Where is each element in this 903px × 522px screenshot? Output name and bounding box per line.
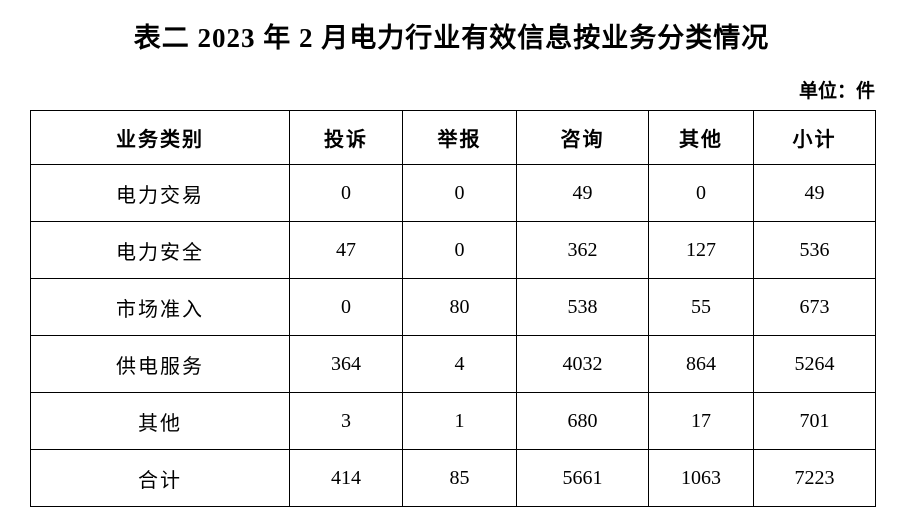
cell-value: 127 [648,221,754,279]
cell-value: 17 [648,392,754,450]
cell-value: 0 [648,164,754,222]
table-row-other: 其他 3 1 680 17 701 [30,392,876,450]
table-row-total: 合计 414 85 5661 1063 7223 [30,449,876,507]
cell-value: 538 [516,278,649,336]
cell-value: 0 [402,164,517,222]
cell-value: 701 [753,392,876,450]
row-category: 市场准入 [30,278,290,336]
cell-value: 0 [289,164,403,222]
table-row-electricity-safety: 电力安全 47 0 362 127 536 [30,221,876,279]
unit-label: 单位：件 [798,81,875,102]
column-header-subtotal: 小计 [753,110,876,165]
cell-value: 55 [648,278,754,336]
cell-value: 673 [753,278,876,336]
cell-value: 7223 [753,449,876,507]
cell-value: 680 [516,392,649,450]
cell-value: 864 [648,335,754,393]
row-category: 其他 [30,392,290,450]
cell-value: 0 [402,221,517,279]
cell-value: 5661 [516,449,649,507]
cell-value: 536 [753,221,876,279]
column-header-reports: 举报 [402,110,517,165]
row-category: 电力交易 [30,164,290,222]
cell-value: 1063 [648,449,754,507]
cell-value: 4032 [516,335,649,393]
cell-value: 414 [289,449,403,507]
table-row-electricity-trading: 电力交易 0 0 49 0 49 [30,164,876,222]
table-row-market-access: 市场准入 0 80 538 55 673 [30,278,876,336]
cell-value: 47 [289,221,403,279]
column-header-category: 业务类别 [30,110,290,165]
cell-value: 80 [402,278,517,336]
row-category: 合计 [30,449,290,507]
cell-value: 0 [289,278,403,336]
column-header-complaints: 投诉 [289,110,403,165]
row-category: 供电服务 [30,335,290,393]
cell-value: 1 [402,392,517,450]
cell-value: 49 [516,164,649,222]
cell-value: 49 [753,164,876,222]
cell-value: 5264 [753,335,876,393]
table-header-row: 业务类别 投诉 举报 咨询 其他 小计 [30,110,876,165]
cell-value: 3 [289,392,403,450]
row-category: 电力安全 [30,221,290,279]
column-header-consultations: 咨询 [516,110,649,165]
table-row-power-supply-service: 供电服务 364 4 4032 864 5264 [30,335,876,393]
column-header-other: 其他 [648,110,754,165]
business-classification-table: 业务类别 投诉 举报 咨询 其他 小计 电力交易 0 0 49 0 49 电力安… [30,110,876,507]
page-title: 表二 2023 年 2 月电力行业有效信息按业务分类情况 [133,23,770,53]
cell-value: 85 [402,449,517,507]
cell-value: 362 [516,221,649,279]
cell-value: 364 [289,335,403,393]
cell-value: 4 [402,335,517,393]
